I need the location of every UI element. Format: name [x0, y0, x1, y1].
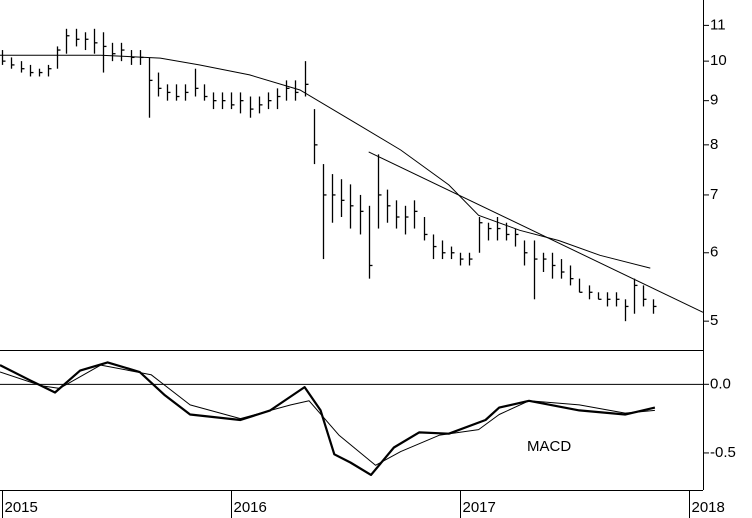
- signal-line: [0, 364, 655, 466]
- y-tick-label: 10: [710, 52, 727, 69]
- trend-line: [368, 151, 704, 313]
- y-tick-label: 9: [710, 92, 718, 109]
- x-tick-label: 2018: [692, 499, 725, 516]
- annotation: MACD: [527, 438, 571, 455]
- y-tick-label: -0.5: [710, 444, 736, 461]
- y-tick-label: 11: [710, 16, 726, 33]
- macd-line: [0, 361, 656, 476]
- y-tick-label: 6: [710, 244, 718, 261]
- x-tick-label: 2016: [234, 499, 267, 516]
- y-tick-label: 0.0: [710, 375, 731, 392]
- y-tick-label: 5: [710, 312, 718, 329]
- x-tick-label: 2015: [5, 499, 38, 516]
- moving-average: [0, 54, 651, 269]
- y-tick-label: 7: [710, 186, 718, 203]
- y-tick-label: 8: [710, 136, 718, 153]
- x-tick-label: 2017: [463, 499, 496, 516]
